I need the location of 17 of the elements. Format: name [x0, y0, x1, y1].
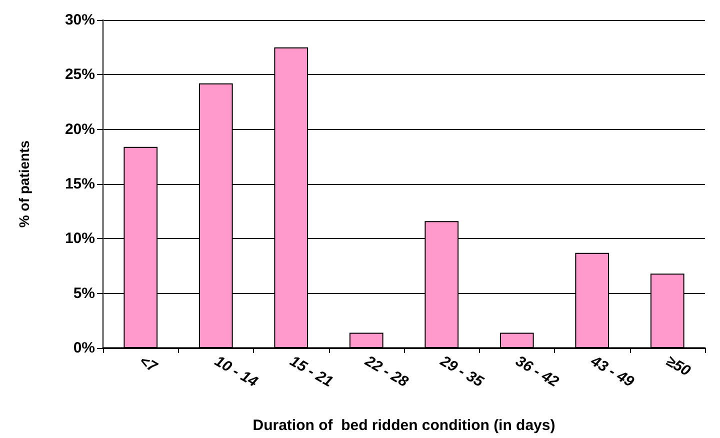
x-tick-label: 43 - 49 [587, 352, 638, 392]
x-tick-label: 29 - 35 [436, 352, 487, 392]
y-tick-label: 20% [64, 120, 95, 138]
x-tick-label: ≥50 [663, 352, 694, 380]
x-tick-label: 22 - 28 [361, 352, 412, 392]
x-tick-label: 10 - 14 [212, 352, 262, 392]
y-axis-title: % of patients [16, 140, 32, 228]
y-tick-label: 30% [64, 12, 95, 28]
x-tick-label: <7 [136, 352, 160, 376]
x-tick-label: 15 - 21 [286, 352, 336, 391]
y-tick-label: 15% [64, 176, 95, 192]
x-axis-title: Duration of bed ridden condition (in days) [252, 417, 556, 434]
y-tick-label: 10% [64, 230, 95, 248]
y-tick-label: 25% [64, 66, 95, 84]
y-tick-label: 5% [73, 284, 95, 302]
y-tick-label: 0% [73, 340, 95, 356]
x-tick-label: 36 - 42 [512, 352, 562, 392]
